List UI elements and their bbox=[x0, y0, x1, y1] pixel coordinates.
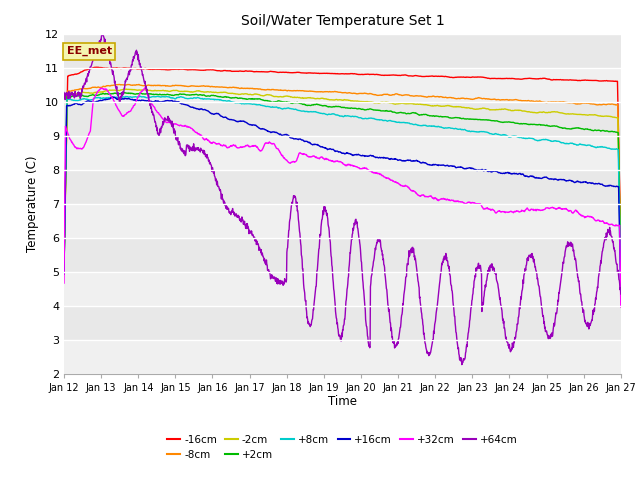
+2cm bbox=[60, 266, 68, 272]
+32cm bbox=[103, 87, 111, 93]
Legend: -16cm, -8cm, -2cm, +2cm, +8cm, +16cm, +32cm, +64cm: -16cm, -8cm, -2cm, +2cm, +8cm, +16cm, +3… bbox=[163, 431, 522, 464]
+32cm bbox=[126, 108, 134, 114]
+16cm bbox=[103, 96, 111, 102]
+32cm bbox=[308, 154, 316, 159]
Line: +8cm: +8cm bbox=[64, 96, 621, 278]
-2cm bbox=[126, 86, 134, 92]
-8cm bbox=[318, 89, 326, 95]
+32cm bbox=[617, 304, 625, 310]
Line: +2cm: +2cm bbox=[64, 93, 621, 269]
-16cm bbox=[93, 64, 101, 70]
-2cm bbox=[617, 259, 625, 265]
-2cm bbox=[318, 96, 326, 101]
-16cm bbox=[297, 70, 305, 76]
+64cm bbox=[617, 291, 625, 297]
-2cm bbox=[103, 88, 111, 94]
+2cm bbox=[120, 90, 128, 96]
+2cm bbox=[308, 102, 316, 108]
-8cm bbox=[60, 264, 68, 269]
-8cm bbox=[617, 252, 625, 258]
Text: EE_met: EE_met bbox=[67, 46, 112, 56]
-8cm bbox=[135, 82, 143, 87]
+16cm bbox=[297, 136, 305, 142]
-16cm bbox=[378, 72, 385, 78]
+2cm bbox=[617, 265, 625, 271]
+2cm bbox=[318, 103, 326, 108]
-16cm bbox=[617, 241, 625, 247]
-8cm bbox=[297, 88, 305, 94]
+8cm bbox=[308, 109, 316, 115]
+16cm bbox=[617, 294, 625, 300]
+16cm bbox=[378, 155, 385, 160]
Title: Soil/Water Temperature Set 1: Soil/Water Temperature Set 1 bbox=[241, 14, 444, 28]
+32cm bbox=[378, 172, 385, 178]
+8cm bbox=[137, 94, 145, 99]
+8cm bbox=[126, 95, 134, 100]
+8cm bbox=[297, 108, 305, 114]
+64cm bbox=[126, 67, 134, 72]
+2cm bbox=[126, 91, 134, 96]
+16cm bbox=[109, 94, 116, 100]
Bar bbox=[64, 68, 621, 102]
Y-axis label: Temperature (C): Temperature (C) bbox=[26, 156, 40, 252]
+32cm bbox=[297, 150, 305, 156]
+16cm bbox=[126, 96, 134, 102]
Line: +32cm: +32cm bbox=[64, 87, 621, 307]
-8cm bbox=[126, 82, 134, 88]
Line: +64cm: +64cm bbox=[64, 33, 621, 365]
+16cm bbox=[60, 271, 68, 277]
-8cm bbox=[103, 83, 111, 89]
+64cm bbox=[60, 90, 68, 96]
-2cm bbox=[378, 99, 385, 105]
+64cm bbox=[99, 30, 106, 36]
+64cm bbox=[318, 216, 326, 222]
+8cm bbox=[318, 110, 326, 116]
+2cm bbox=[103, 91, 111, 97]
+8cm bbox=[60, 268, 68, 274]
Line: +16cm: +16cm bbox=[64, 97, 621, 297]
Line: -2cm: -2cm bbox=[64, 89, 621, 269]
+2cm bbox=[297, 101, 305, 107]
+64cm bbox=[458, 362, 466, 368]
+32cm bbox=[318, 154, 326, 160]
Line: -8cm: -8cm bbox=[64, 84, 621, 266]
+2cm bbox=[378, 108, 385, 114]
Bar bbox=[64, 272, 621, 306]
+8cm bbox=[378, 117, 385, 123]
+32cm bbox=[141, 84, 149, 90]
-16cm bbox=[126, 65, 134, 71]
Bar bbox=[64, 340, 621, 374]
-16cm bbox=[318, 71, 326, 76]
-2cm bbox=[308, 96, 316, 101]
+64cm bbox=[308, 316, 316, 322]
-16cm bbox=[60, 257, 68, 263]
-2cm bbox=[297, 95, 305, 101]
-8cm bbox=[378, 92, 385, 98]
Bar bbox=[64, 136, 621, 170]
-2cm bbox=[123, 86, 131, 92]
X-axis label: Time: Time bbox=[328, 395, 357, 408]
+16cm bbox=[308, 142, 316, 147]
+64cm bbox=[378, 246, 385, 252]
+64cm bbox=[297, 240, 305, 246]
-16cm bbox=[104, 65, 111, 71]
-2cm bbox=[60, 266, 68, 272]
+64cm bbox=[104, 53, 111, 59]
+32cm bbox=[60, 280, 68, 286]
-8cm bbox=[308, 88, 316, 94]
+8cm bbox=[617, 275, 625, 281]
Line: -16cm: -16cm bbox=[64, 67, 621, 260]
Bar bbox=[64, 204, 621, 238]
-16cm bbox=[308, 70, 316, 76]
+16cm bbox=[318, 144, 326, 150]
+8cm bbox=[103, 95, 111, 101]
